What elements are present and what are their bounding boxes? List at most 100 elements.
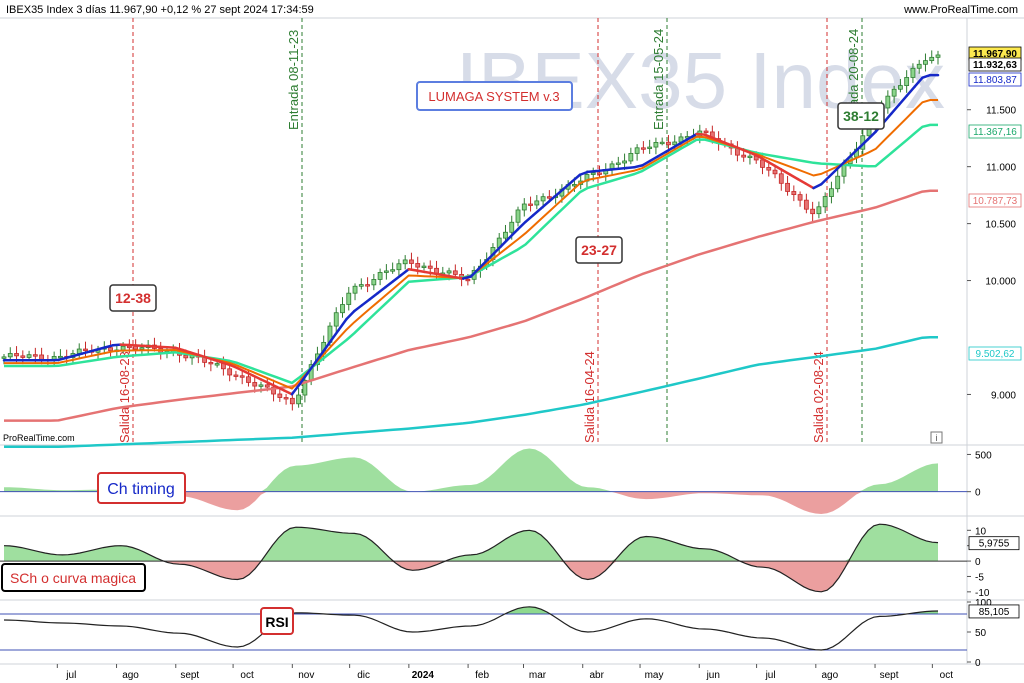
candle-body (747, 155, 753, 159)
ma-fast-segment (672, 141, 683, 149)
ma-fast-segment (391, 274, 403, 283)
indicator-tick-label: -10 (975, 588, 990, 599)
candle-body (26, 354, 32, 358)
candle-body (703, 130, 709, 133)
ma-fast-segment (189, 351, 200, 357)
ma-fast-segment (734, 145, 745, 152)
candle-body (296, 394, 302, 405)
ma-fast-segment (851, 145, 862, 156)
candle-body (885, 95, 891, 109)
ma-fast-segment (812, 182, 823, 190)
candle-body (126, 345, 132, 349)
candle-body (340, 304, 345, 314)
ma-fast-segment (446, 274, 457, 279)
price-tag-label: 11.932,63 (973, 60, 1017, 71)
ma-fast-segment (788, 173, 800, 181)
candle-body (252, 382, 258, 387)
ma-fast-segment (298, 372, 309, 386)
chart-header-title: IBEX35 Index 3 días 11.967,90 +0,12 % 27… (6, 4, 314, 16)
x-tick-label: jul (765, 670, 776, 681)
x-tick-label: feb (475, 670, 489, 681)
candle-body (515, 209, 521, 223)
indicator-tick-label: 500 (975, 450, 992, 461)
ma-fast-segment (212, 358, 224, 364)
ma-fast-segment (485, 251, 496, 263)
marker-label-5: Salida 02-08-24 (811, 351, 826, 443)
ma-fast-segment (345, 309, 356, 321)
candle-body (803, 199, 809, 210)
indicator-value-label: 85,105 (979, 607, 1010, 618)
candle-body (829, 188, 834, 197)
ma-long-line (4, 189, 938, 422)
ma-fast-segment (835, 160, 846, 171)
candle-body (208, 361, 214, 365)
candle-body (1, 356, 7, 359)
ma-fast-segment (244, 370, 255, 377)
candle-body (653, 142, 659, 148)
ma-fast-segment (423, 270, 434, 275)
candle-body (83, 348, 88, 352)
ma-fast-segment (103, 344, 115, 349)
ma-fast-segment (905, 85, 916, 97)
marker-label-2: Entrada 08-11-23 (286, 30, 301, 130)
label-box-3812: 38-12 (837, 102, 885, 130)
ma-fast-segment (321, 339, 333, 353)
candle-body (289, 397, 295, 405)
candle-body (929, 56, 935, 62)
indicator-tick-label: -5 (975, 572, 984, 583)
ma-fast-segment (353, 303, 364, 313)
ma-fast-segment (337, 317, 348, 332)
candle-body (628, 153, 634, 162)
candle-body (396, 263, 402, 271)
candle-body (277, 393, 283, 398)
label-curva: SCh o curva magica (10, 570, 136, 586)
candle-body (452, 270, 458, 275)
candle-body (935, 54, 941, 58)
candle-body (797, 194, 803, 201)
candle-body (402, 259, 408, 265)
candle-body (139, 347, 145, 350)
ma-fast-segment (617, 166, 628, 171)
x-tick-label: oct (240, 670, 254, 681)
ma-fast-segment (594, 169, 605, 173)
candle-body (640, 147, 646, 150)
candle-body (766, 167, 772, 171)
ma-fast-segment (586, 169, 597, 174)
candle-body (816, 206, 822, 215)
ma-fast-segment (500, 236, 512, 247)
candle-body (346, 292, 352, 305)
ma-fast-segment (890, 103, 901, 115)
chart-header-site: www.ProRealTime.com (903, 4, 1018, 16)
label-box-curva: SCh o curva magica (1, 563, 146, 592)
indicator-rsi: 100 50 0 85,105 (0, 598, 1020, 669)
ma-fast-segment (625, 165, 636, 170)
svg-text:i: i (936, 433, 938, 443)
price-tag-box (968, 193, 1022, 208)
ma-fast-segment (765, 159, 776, 167)
ma-fast-segment (430, 271, 442, 276)
candle-body (503, 231, 508, 239)
candle-body (214, 363, 220, 366)
indicator-tick-label: 0 (975, 557, 981, 568)
ma-fast-segment (96, 346, 107, 351)
candle-body (434, 267, 439, 274)
candle-body (352, 285, 358, 294)
ma-fast-segment (866, 130, 877, 141)
ma-fast-segment (524, 213, 535, 224)
candle-body (377, 272, 383, 280)
ma-mint-line (4, 123, 938, 385)
info-icon[interactable]: i (930, 431, 943, 444)
ma-fast-segment (236, 366, 247, 374)
ma-fast-segment (360, 297, 372, 307)
candle-body (271, 386, 276, 395)
ma-fast-segment (251, 374, 263, 381)
candle-body (421, 265, 427, 268)
ma-fast-segment (897, 94, 909, 106)
price-tick-label: 11.500 (986, 106, 1016, 117)
price-tag-box (968, 346, 1022, 361)
indicator-tick-label: 0 (975, 658, 981, 669)
candle-body (521, 203, 527, 211)
price-tick-label: 10.500 (985, 220, 1016, 231)
candle-body (540, 196, 546, 202)
